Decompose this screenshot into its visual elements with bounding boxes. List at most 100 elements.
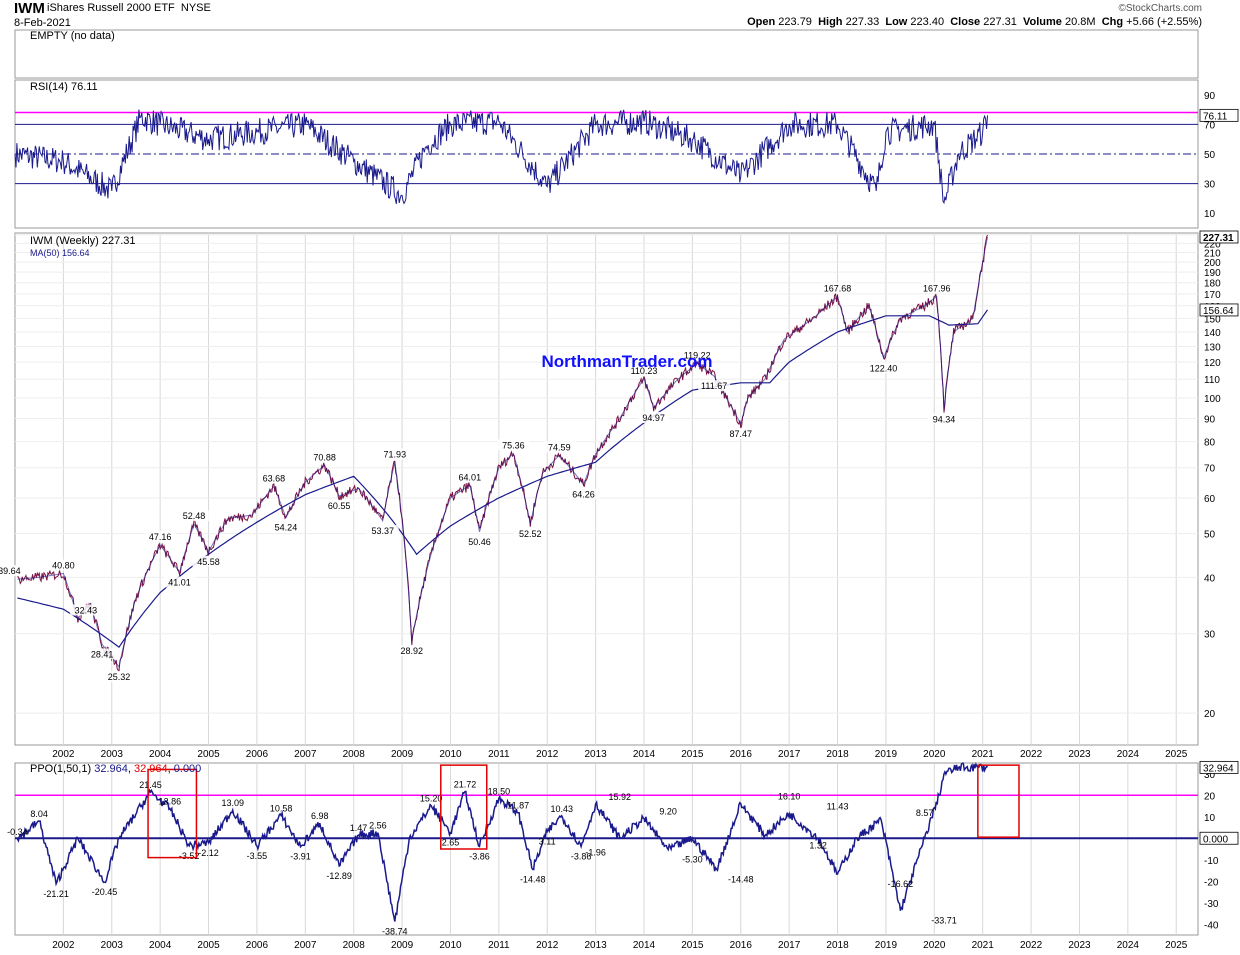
price-annotation: 119.22 <box>684 350 711 360</box>
price-annotation: 167.96 <box>923 283 951 293</box>
price-x-tick: 2016 <box>730 749 753 760</box>
rsi-label: RSI(14) 76.11 <box>30 81 98 93</box>
ppo-x-tick: 2011 <box>488 940 510 951</box>
price-annotation: 52.48 <box>183 511 206 521</box>
price-annotation-bg <box>453 471 486 483</box>
price-label: IWM (Weekly) 227.31 <box>30 235 136 247</box>
ppo-annotation: -3.52 <box>179 851 200 861</box>
ppo-annotation: 2.56 <box>369 821 387 831</box>
rsi-line <box>14 109 988 205</box>
ppo-zero-flag-bg <box>1199 831 1239 845</box>
price-annotation-bg <box>323 500 356 512</box>
price-annotation-bg <box>47 559 80 571</box>
price-panel-frame <box>14 232 1199 746</box>
price-y-tick: 100 <box>1204 394 1221 405</box>
price-annotation-bg <box>463 535 496 547</box>
price-y-tick: 140 <box>1204 328 1221 339</box>
ppo-annotation: -21.21 <box>43 889 69 899</box>
price-annotation: 39.64 <box>0 566 21 576</box>
ppo-label-v3: 0.000 <box>174 763 202 775</box>
price-x-tick: 2024 <box>1117 749 1140 760</box>
low-value: 223.40 <box>910 16 945 28</box>
ppo-y-tick: 20 <box>1204 791 1216 802</box>
ppo-y-tick: -40 <box>1204 920 1219 931</box>
price-x-tick: 2011 <box>488 749 510 760</box>
price-annotation-bg <box>86 648 119 660</box>
ppo-annotation: -14.48 <box>520 874 546 884</box>
price-annotation: 110.23 <box>631 366 658 376</box>
ppo-x-tick: 2025 <box>1165 940 1188 951</box>
ma50-line <box>17 309 988 649</box>
price-x-tick: 2018 <box>826 749 849 760</box>
price-annotation-bg <box>637 411 670 423</box>
ppo-annotation: -20.45 <box>92 887 118 897</box>
ppo-annotation: -3.86 <box>571 852 592 862</box>
price-x-tick: 2009 <box>391 749 414 760</box>
price-y-tick: 50 <box>1204 530 1216 541</box>
price-y-tick: 200 <box>1204 258 1221 269</box>
ppo-x-tick: 2024 <box>1117 940 1140 951</box>
ppo-annotation: -5.30 <box>682 855 703 865</box>
price-y-tick: 180 <box>1204 279 1221 290</box>
price-y-tick: 90 <box>1204 415 1216 426</box>
watermark: NorthmanTrader.com <box>542 352 713 371</box>
price-annotation-bg <box>867 362 900 374</box>
highlight-box-2010 <box>440 764 488 850</box>
price-annotation: 45.58 <box>197 557 220 567</box>
ppo-x-tick: 2009 <box>391 940 414 951</box>
price-y-tick: 40 <box>1204 573 1216 584</box>
ppo-x-tick: 2007 <box>294 940 317 951</box>
price-annotation: 71.93 <box>384 449 407 459</box>
ppo-x-tick: 2019 <box>875 940 898 951</box>
price-annotation-bg <box>378 448 411 460</box>
ppo-annotation: -33.71 <box>931 916 957 926</box>
price-x-tick: 2014 <box>633 749 656 760</box>
price-annotation: 74.59 <box>548 442 571 452</box>
price-y-tick: 190 <box>1204 268 1221 279</box>
price-annotation-bg <box>103 670 136 682</box>
ppo-annotation: 8.57 <box>916 808 934 818</box>
price-trend-line <box>17 236 988 669</box>
price-annotation-bg <box>567 488 600 500</box>
price-y-tick: 120 <box>1204 358 1221 369</box>
ppo-y-tick: -20 <box>1204 877 1219 888</box>
rsi-y-tick: 90 <box>1204 91 1216 102</box>
open-label: Open <box>747 16 776 28</box>
low-label: Low <box>885 16 908 28</box>
ppo-x-tick: 2002 <box>52 940 75 951</box>
rsi-y-tick: 30 <box>1204 180 1216 191</box>
ppo-x-tick: 2014 <box>633 940 656 951</box>
ppo-annotation: -2.12 <box>198 848 219 858</box>
ppo-y-tick: 30 <box>1204 770 1216 781</box>
high-label: High <box>818 16 843 28</box>
price-x-tick: 2022 <box>1020 749 1043 760</box>
close-label: Close <box>950 16 981 28</box>
price-annotation-bg <box>698 380 731 392</box>
close-value: 227.31 <box>983 16 1017 28</box>
chg-value: +5.66 (+2.55%) <box>1126 16 1202 28</box>
ppo-x-tick: 2004 <box>149 940 172 951</box>
ppo-x-tick: 2022 <box>1020 940 1043 951</box>
price-annotation-bg <box>920 282 953 294</box>
volume-label: Volume <box>1023 16 1062 28</box>
price-annotation: 60.55 <box>328 501 351 511</box>
price-annotation: 47.16 <box>149 532 172 542</box>
price-x-tick: 2021 <box>972 749 995 760</box>
price-y-tick: 170 <box>1204 290 1221 301</box>
ppo-label-name: PPO(1,50,1) <box>30 763 91 775</box>
price-annotation-bg <box>192 555 225 567</box>
ppo-annotation: -14.48 <box>728 874 754 884</box>
highlight-box-2021 <box>977 764 1020 838</box>
price-annotation-bg <box>497 439 530 451</box>
price-y-tick: 30 <box>1204 630 1216 641</box>
price-y-tick: 210 <box>1204 249 1221 260</box>
ppo-label-v1: 32.964 <box>94 763 128 775</box>
price-annotation: 167.68 <box>824 284 852 294</box>
price-x-tick: 2004 <box>149 749 172 760</box>
stockcharts-logo: ©StockCharts.com <box>1118 3 1202 14</box>
ppo-annotation: 11.43 <box>827 802 849 812</box>
price-annotation: 54.24 <box>275 523 298 533</box>
price-x-tick: 2005 <box>197 749 220 760</box>
price-annotation: 64.01 <box>459 472 482 482</box>
